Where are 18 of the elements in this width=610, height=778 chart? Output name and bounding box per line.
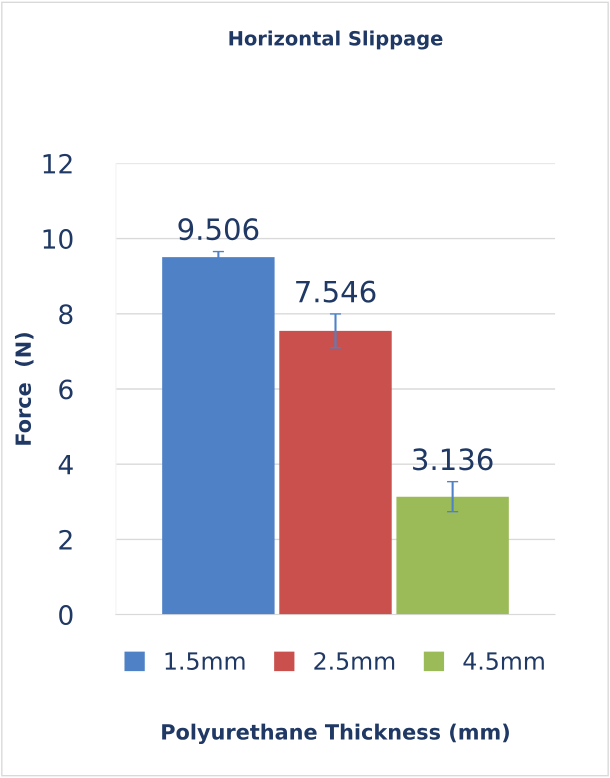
y-tick-label: 12 bbox=[44, 154, 72, 174]
chart-title: Horizontal Slippage bbox=[229, 30, 442, 50]
data-label: 7.546 bbox=[296, 280, 376, 303]
bar bbox=[279, 330, 392, 615]
y-tick-label: 2 bbox=[59, 530, 72, 550]
legend-label: 2.5mm bbox=[314, 652, 394, 670]
x-axis-title: Polyurethane Thickness (mm) bbox=[162, 724, 509, 744]
y-axis-title: Force (N) bbox=[14, 333, 34, 445]
data-label: 9.506 bbox=[178, 218, 258, 240]
data-label: 3.136 bbox=[413, 448, 493, 470]
legend-label: 4.5mm bbox=[463, 652, 544, 670]
y-tick-label: 4 bbox=[58, 454, 73, 474]
legend-label: 1.5mm bbox=[166, 652, 245, 670]
y-tick-label: 10 bbox=[44, 229, 72, 249]
y-tick-label: 6 bbox=[59, 379, 73, 400]
bar bbox=[396, 496, 509, 615]
y-tick-label: 0 bbox=[59, 605, 72, 626]
y-tick-label: 8 bbox=[59, 304, 72, 324]
